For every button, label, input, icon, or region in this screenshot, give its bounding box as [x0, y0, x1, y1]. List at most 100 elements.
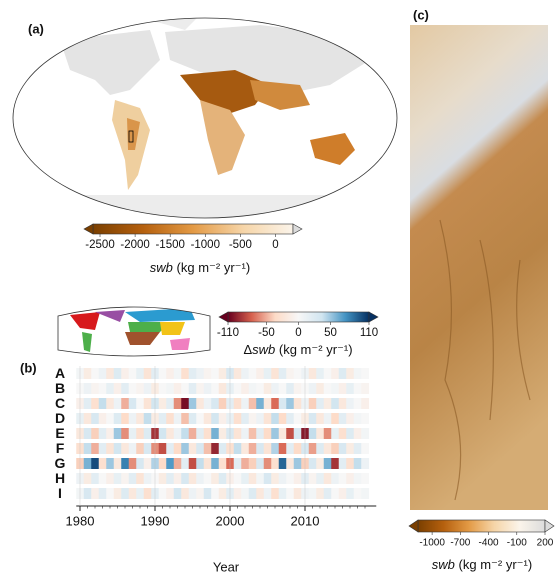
heatmap-cell	[204, 458, 212, 469]
heatmap-cell	[181, 443, 189, 454]
colorbar-tick-label: -1500	[155, 239, 184, 251]
heatmap-cell	[249, 428, 257, 439]
heatmap-cell	[129, 443, 137, 454]
colorbar-extend	[219, 312, 228, 322]
heatmap-cell	[174, 383, 182, 394]
heatmap-cell	[234, 488, 242, 499]
heatmap-cell	[121, 473, 129, 484]
heatmap-cell	[264, 443, 272, 454]
heatmap-cell	[174, 473, 182, 484]
heatmap-cell	[136, 398, 144, 409]
panel-label: (c)	[413, 7, 429, 22]
heatmap-cell	[211, 383, 219, 394]
var: swb	[252, 342, 275, 357]
heatmap-cell	[174, 413, 182, 424]
heatmap-cell	[181, 398, 189, 409]
heatmap-cell	[91, 398, 99, 409]
heatmap-cell	[84, 413, 92, 424]
colorbar-tick-label: -2000	[120, 239, 149, 251]
heatmap-cell	[286, 473, 294, 484]
colorbar-tick-label: -1000	[419, 538, 445, 549]
heatmap-cell	[189, 398, 197, 409]
heatmap-cell	[249, 488, 257, 499]
heatmap-cell	[316, 398, 324, 409]
heatmap-cell	[106, 383, 114, 394]
heatmap-cell	[339, 413, 347, 424]
region-map	[58, 298, 210, 362]
heatmap-cell	[91, 428, 99, 439]
prefix: Δ	[243, 342, 252, 357]
heatmap-cell	[346, 383, 354, 394]
heatmap-cell	[241, 488, 249, 499]
heatmap-cell	[106, 458, 114, 469]
heatmap-cell	[294, 473, 302, 484]
heatmap-cell	[271, 443, 279, 454]
heatmap-cell	[114, 368, 122, 379]
heatmap-cell	[84, 458, 92, 469]
heatmap-cell	[144, 458, 152, 469]
heatmap-cell	[249, 398, 257, 409]
heatmap-cell	[324, 428, 332, 439]
heatmap-cell	[324, 368, 332, 379]
heatmap-cell	[286, 443, 294, 454]
heatmap-cell	[316, 443, 324, 454]
figure: (a) (b) (c) swb (kg m⁻² yr⁻¹) Δswb (kg m…	[0, 0, 558, 578]
heatmap-cell	[286, 398, 294, 409]
heatmap-cell	[144, 428, 152, 439]
heatmap-cell	[211, 473, 219, 484]
heatmap-cell	[196, 488, 204, 499]
heatmap-cell	[264, 398, 272, 409]
heatmap-cell	[159, 383, 167, 394]
heatmap-cell	[211, 368, 219, 379]
heatmap-cell	[361, 398, 369, 409]
heatmap-cell	[354, 413, 362, 424]
heatmap-cell	[294, 428, 302, 439]
heatmap-cell	[114, 413, 122, 424]
heatmap-cell	[354, 383, 362, 394]
heatmap-cell	[241, 368, 249, 379]
heatmap-cell	[234, 413, 242, 424]
heatmap-cell	[346, 398, 354, 409]
heatmap-cell	[234, 473, 242, 484]
heatmap-cell	[316, 458, 324, 469]
heatmap-cell	[144, 443, 152, 454]
heatmap-cell	[286, 488, 294, 499]
heatmap-cell	[189, 473, 197, 484]
heatmap-cell	[196, 428, 204, 439]
heatmap-cell	[189, 458, 197, 469]
panel-label: (a)	[28, 21, 44, 36]
heatmap-cell	[84, 398, 92, 409]
colorbar-tick-label: 0	[295, 327, 301, 339]
heatmap-cell	[316, 473, 324, 484]
heatmap-cell	[121, 428, 129, 439]
heatmap-cell	[264, 458, 272, 469]
unit: (kg m⁻² yr⁻¹)	[459, 557, 533, 572]
heatmap-cell	[241, 398, 249, 409]
heatmap-cell	[294, 398, 302, 409]
satellite-image	[410, 25, 548, 510]
heatmap-cell	[144, 413, 152, 424]
heatmap-cell	[309, 383, 317, 394]
heatmap-cell	[136, 443, 144, 454]
heatmap-cell	[174, 428, 182, 439]
heatmap-cell	[166, 368, 174, 379]
heatmap-cell	[354, 488, 362, 499]
row-label: B	[55, 380, 65, 396]
heatmap-cell	[204, 368, 212, 379]
colorbar-extend	[369, 312, 378, 322]
heatmap-cell	[241, 428, 249, 439]
heatmap-cell	[354, 473, 362, 484]
heatmap-cell	[324, 398, 332, 409]
heatmap-cell	[241, 443, 249, 454]
heatmap-cell	[279, 413, 287, 424]
heatmap-cell	[204, 413, 212, 424]
heatmap-cell	[159, 443, 167, 454]
heatmap-cell	[331, 398, 339, 409]
heatmap-cell	[264, 413, 272, 424]
heatmap-cell	[121, 368, 129, 379]
heatmap-cell	[174, 488, 182, 499]
heatmap-cell	[84, 383, 92, 394]
heatmap-cell	[196, 443, 204, 454]
heatmap-cell	[286, 383, 294, 394]
heatmap-cell	[346, 428, 354, 439]
